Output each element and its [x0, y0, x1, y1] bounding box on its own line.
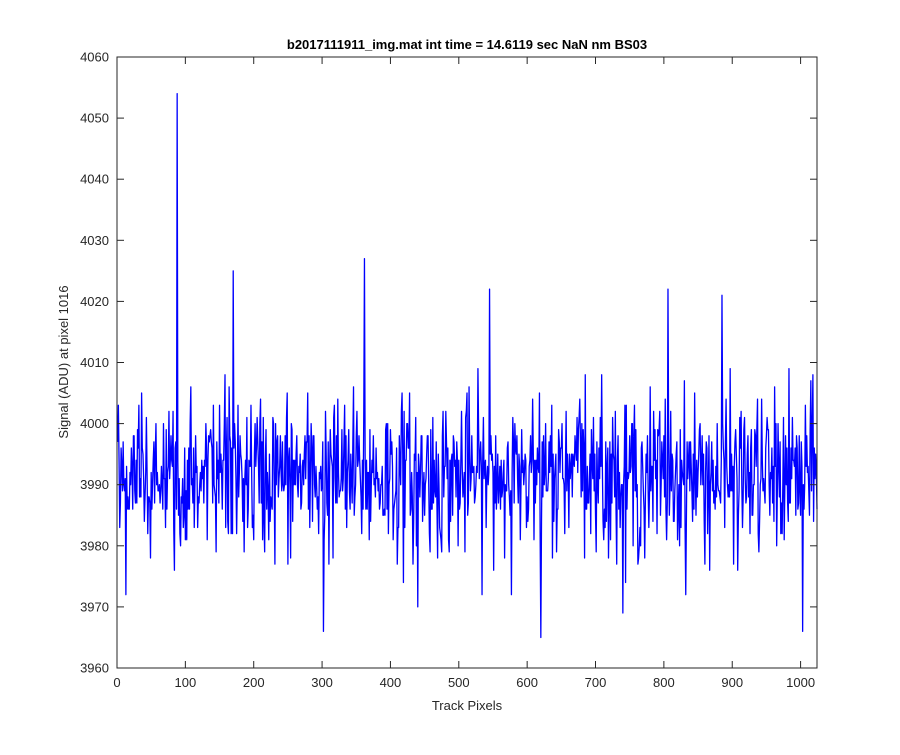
y-tick-label: 3980 [80, 538, 109, 553]
y-tick-label: 4050 [80, 111, 109, 126]
y-axis-label: Signal (ADU) at pixel 1016 [56, 285, 71, 438]
y-tick-label: 3990 [80, 477, 109, 492]
x-tick-label: 600 [516, 675, 538, 690]
y-tick-label: 4000 [80, 416, 109, 431]
x-tick-label: 100 [175, 675, 197, 690]
x-tick-label: 900 [721, 675, 743, 690]
x-tick-label: 700 [585, 675, 607, 690]
x-tick-label: 500 [448, 675, 470, 690]
y-tick-label: 3960 [80, 661, 109, 676]
chart-title: b2017111911_img.mat int time = 14.6119 s… [287, 37, 647, 52]
x-tick-label: 400 [380, 675, 402, 690]
axes-group: 0 100 200 300 400 500 600 700 800 900 1000 3960 3970… [80, 50, 818, 690]
x-tick-label: 200 [243, 675, 265, 690]
y-tick-label: 4020 [80, 294, 109, 309]
y-tick-label: 4040 [80, 172, 109, 187]
y-tick-label: 4060 [80, 50, 109, 65]
x-tick-label: 300 [311, 675, 333, 690]
y-tick-label: 3970 [80, 599, 109, 614]
x-tick-label: 800 [653, 675, 675, 690]
x-tick-label: 1000 [786, 675, 815, 690]
y-tick-label: 4030 [80, 233, 109, 248]
signal-series-line [117, 93, 818, 639]
x-axis-label: Track Pixels [432, 698, 503, 713]
x-tick-label: 0 [113, 675, 120, 690]
series-group [117, 93, 818, 639]
plot-area [117, 57, 817, 668]
y-tick-label: 4010 [80, 355, 109, 370]
